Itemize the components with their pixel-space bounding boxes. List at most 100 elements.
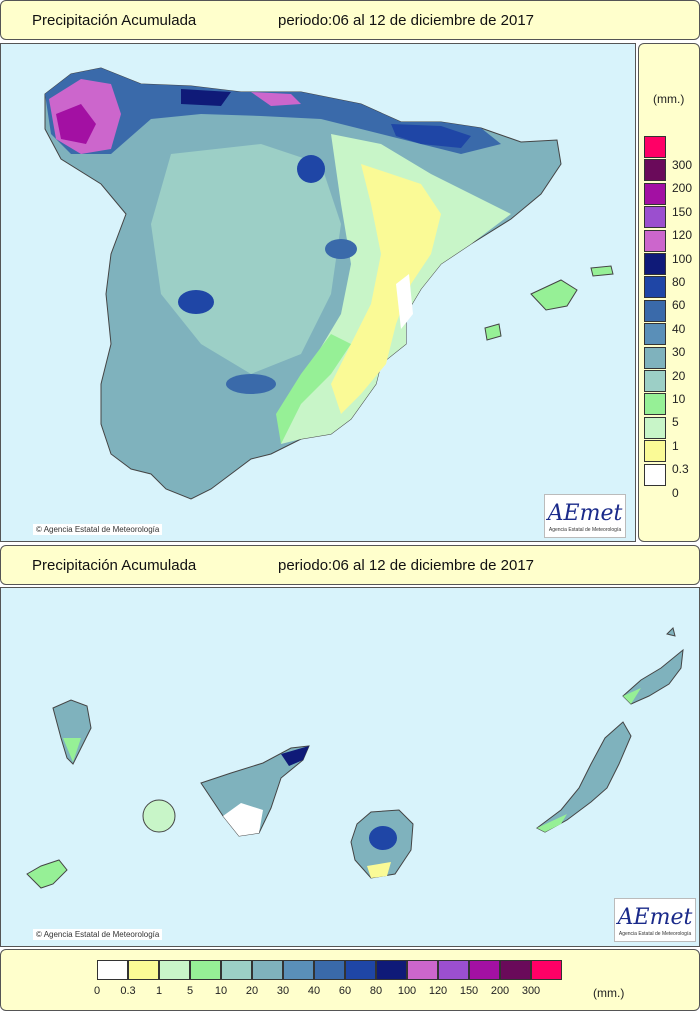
bottom-legend-label-120: 120 <box>428 985 448 997</box>
bottom-title: Precipitación Acumulada <box>32 557 197 574</box>
bottom-legend-swatch-0.3 <box>128 960 159 980</box>
top-credit-text: Agencia Estatal de Meteorología <box>43 525 160 534</box>
bottom-legend-label-0: 0 <box>93 985 101 997</box>
bottom-legend-swatch-0 <box>97 960 128 980</box>
peninsula-map: © Agencia Estatal de Meteorología AEmet … <box>0 43 636 542</box>
side-legend-label-80: 80 <box>672 275 686 289</box>
bottom-legend-label-10: 10 <box>214 985 228 997</box>
side-legend-label-40: 40 <box>672 321 686 336</box>
side-legend-label-150: 150 <box>672 204 693 219</box>
side-legend-swatch-20 <box>644 346 666 369</box>
west-blob-1 <box>178 290 214 314</box>
bottom-legend-label-100: 100 <box>397 985 417 997</box>
pyrenees-dark <box>391 124 471 148</box>
side-legend-swatch-150 <box>644 182 666 205</box>
side-legend: (mm.) 300 200 150 120 100 80 60 40 30 20 10 5 1 0.3 0 <box>638 43 700 542</box>
side-legend-swatch-40 <box>644 299 666 322</box>
bottom-period: periodo:06 al 12 de diciembre de 2017 <box>278 557 535 574</box>
top-aemet-logo: AEmet Agencia Estatal de Meteorología <box>544 494 626 538</box>
tenerife-anaga <box>281 746 309 766</box>
bottom-legend-label-20: 20 <box>245 985 259 997</box>
north-heavy-zone <box>45 68 501 154</box>
la-palma-south <box>63 738 81 762</box>
top-title-bar: Precipitación Acumulada periodo:06 al 12… <box>0 0 700 40</box>
el-hierro <box>26 859 68 889</box>
bottom-legend-label-0.3: 0.3 <box>120 985 136 997</box>
bottom-legend-swatch-40 <box>314 960 345 980</box>
top-logo-text: AEmet <box>547 501 623 526</box>
bottom-legend-label-300: 300 <box>521 985 541 997</box>
side-legend-swatch-120 <box>644 206 666 229</box>
side-legend-swatch-60 <box>644 276 666 299</box>
bottom-legend-swatch-60 <box>345 960 376 980</box>
side-legend-swatch-300 <box>644 136 666 158</box>
southeast-green-belt <box>276 334 351 444</box>
bottom-title-bar: Precipitación Acumulada periodo:06 al 12… <box>0 545 700 585</box>
top-credit: © Agencia Estatal de Meteorología <box>33 524 163 535</box>
bottom-legend-unit: (mm.) <box>593 986 625 1000</box>
bottom-legend-swatch-150 <box>469 960 500 980</box>
side-legend-label-300: 300 <box>672 158 693 172</box>
bottom-credit-text: Agencia Estatal de Meteorología <box>43 930 160 939</box>
mallorca <box>530 279 578 311</box>
side-legend-swatch-5 <box>644 393 666 416</box>
bottom-logo-subtitle: Agencia Estatal de Meteorología <box>618 931 692 937</box>
side-legend-label-20: 20 <box>672 368 686 383</box>
bottom-legend-swatch-300 <box>531 960 562 980</box>
canary-map: © Agencia Estatal de Meteorología AEmet … <box>0 587 700 947</box>
bottom-legend-swatch-200 <box>500 960 531 980</box>
bottom-legend-swatch-100 <box>407 960 438 980</box>
side-legend-swatch-0 <box>644 463 666 486</box>
side-legend-label-1: 1 <box>672 438 679 453</box>
bottom-legend-label-80: 80 <box>369 985 383 997</box>
fuerteventura-south <box>537 814 567 832</box>
side-legend-label-10: 10 <box>672 392 686 406</box>
bottom-legend-swatch-30 <box>283 960 314 980</box>
side-legend-label-100: 100 <box>672 251 693 266</box>
lanzarote-south <box>623 688 641 704</box>
side-legend-swatch-10 <box>644 370 666 392</box>
bottom-legend-swatch-10 <box>221 960 252 980</box>
canary-map-svg <box>26 627 684 889</box>
bottom-legend-label-40: 40 <box>307 985 321 997</box>
bottom-legend-swatch-20 <box>252 960 283 980</box>
side-legend-label-0: 0 <box>672 485 679 500</box>
central-light-zone <box>151 144 341 374</box>
la-palma <box>52 699 92 765</box>
tenerife-south <box>223 803 263 836</box>
side-legend-unit: (mm.) <box>653 92 685 106</box>
bottom-credit: © Agencia Estatal de Meteorología <box>33 929 163 940</box>
west-blob-4 <box>325 239 357 259</box>
gran-canaria-south <box>367 862 391 878</box>
gran-canaria-center <box>369 826 397 850</box>
side-legend-label-5: 5 <box>672 415 679 430</box>
bottom-legend-swatch-1 <box>159 960 190 980</box>
bottom-legend-label-1: 1 <box>155 985 163 997</box>
peninsula-map-svg <box>44 67 614 500</box>
side-legend-swatch-100 <box>644 229 666 252</box>
fuerteventura <box>536 721 632 833</box>
bottom-aemet-logo: AEmet Agencia Estatal de Meteorología <box>614 898 696 942</box>
bottom-legend-swatch-120 <box>438 960 469 980</box>
side-legend-label-30: 30 <box>672 345 686 360</box>
side-legend-label-120: 120 <box>672 228 693 243</box>
side-legend-swatch-30 <box>644 323 666 346</box>
side-legend-swatch-80 <box>644 253 666 275</box>
side-legend-label-60: 60 <box>672 298 686 313</box>
side-legend-swatch-0.3 <box>644 440 666 463</box>
north-dark-band <box>181 89 231 106</box>
side-legend-swatch-200 <box>644 159 666 182</box>
top-title: Precipitación Acumulada <box>32 12 197 29</box>
bottom-legend-label-30: 30 <box>276 985 290 997</box>
top-period: periodo:06 al 12 de diciembre de 2017 <box>278 12 535 29</box>
menorca <box>590 265 614 277</box>
side-legend-swatch-1 <box>644 416 666 439</box>
side-legend-label-0.3: 0.3 <box>672 462 689 477</box>
west-blob-2 <box>297 155 325 183</box>
bottom-legend-label-200: 200 <box>490 985 510 997</box>
west-blob-3 <box>226 374 276 394</box>
bottom-legend-label-150: 150 <box>459 985 479 997</box>
ibiza <box>484 323 502 341</box>
bottom-legend-swatch-80 <box>376 960 407 980</box>
bottom-legend-swatch-5 <box>190 960 221 980</box>
